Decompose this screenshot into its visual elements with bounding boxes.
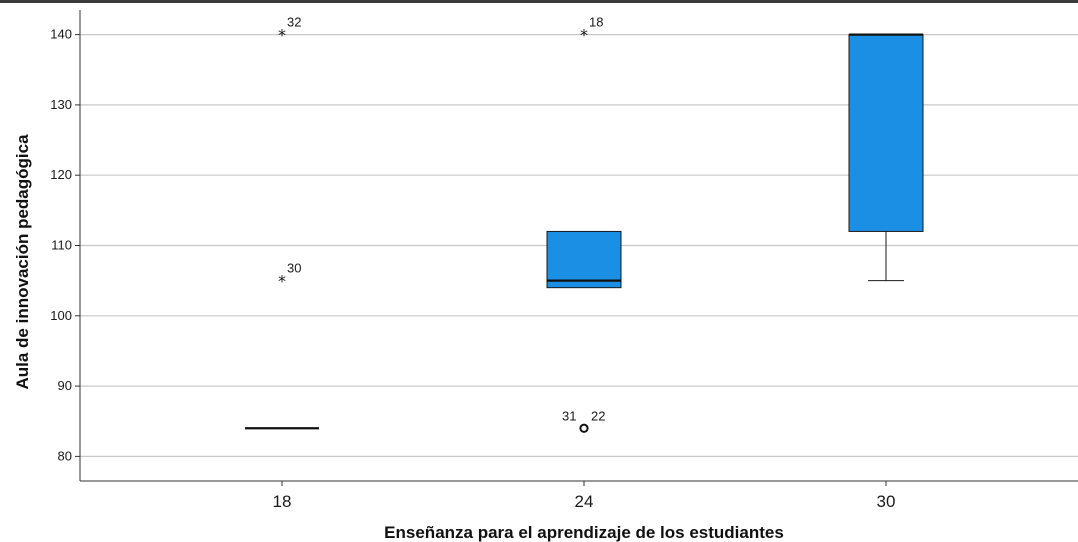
outlier-label: 30: [287, 261, 301, 276]
y-tick-label: 80: [58, 448, 72, 463]
outlier-circle: [579, 423, 589, 433]
outlier-star: *: [278, 272, 286, 291]
x-tick-label: 30: [877, 492, 896, 511]
top-border: [0, 0, 1078, 3]
outlier-star: *: [580, 26, 588, 45]
y-tick-label: 90: [58, 378, 72, 393]
outlier-label: 18: [589, 15, 603, 30]
box-body: [546, 230, 622, 289]
outlier-label: 31: [562, 408, 576, 423]
boxes: [245, 33, 924, 430]
y-tick-label: 130: [50, 97, 72, 112]
outlier-label: 32: [287, 15, 301, 30]
y-axis-title: Aula de innovación pedagógica: [13, 134, 32, 390]
x-tick-label: 18: [273, 492, 292, 511]
y-tick-label: 120: [50, 167, 72, 182]
y-axis-ticks: 80 90 100 110 120 130 140: [50, 27, 80, 463]
box-body: [848, 34, 924, 232]
x-axis-ticks: 18 24 30: [273, 481, 896, 511]
x-axis-title: Enseñanza para el aprendizaje de los est…: [384, 523, 784, 542]
box-24: [546, 230, 622, 289]
x-tick-label: 24: [575, 492, 594, 511]
outlier-star: *: [278, 26, 286, 45]
y-tick-label: 100: [50, 308, 72, 323]
y-tick-label: 110: [51, 238, 72, 253]
outlier-label: 22: [591, 408, 605, 423]
y-tick-label: 140: [50, 27, 72, 42]
box-30: [848, 33, 924, 282]
